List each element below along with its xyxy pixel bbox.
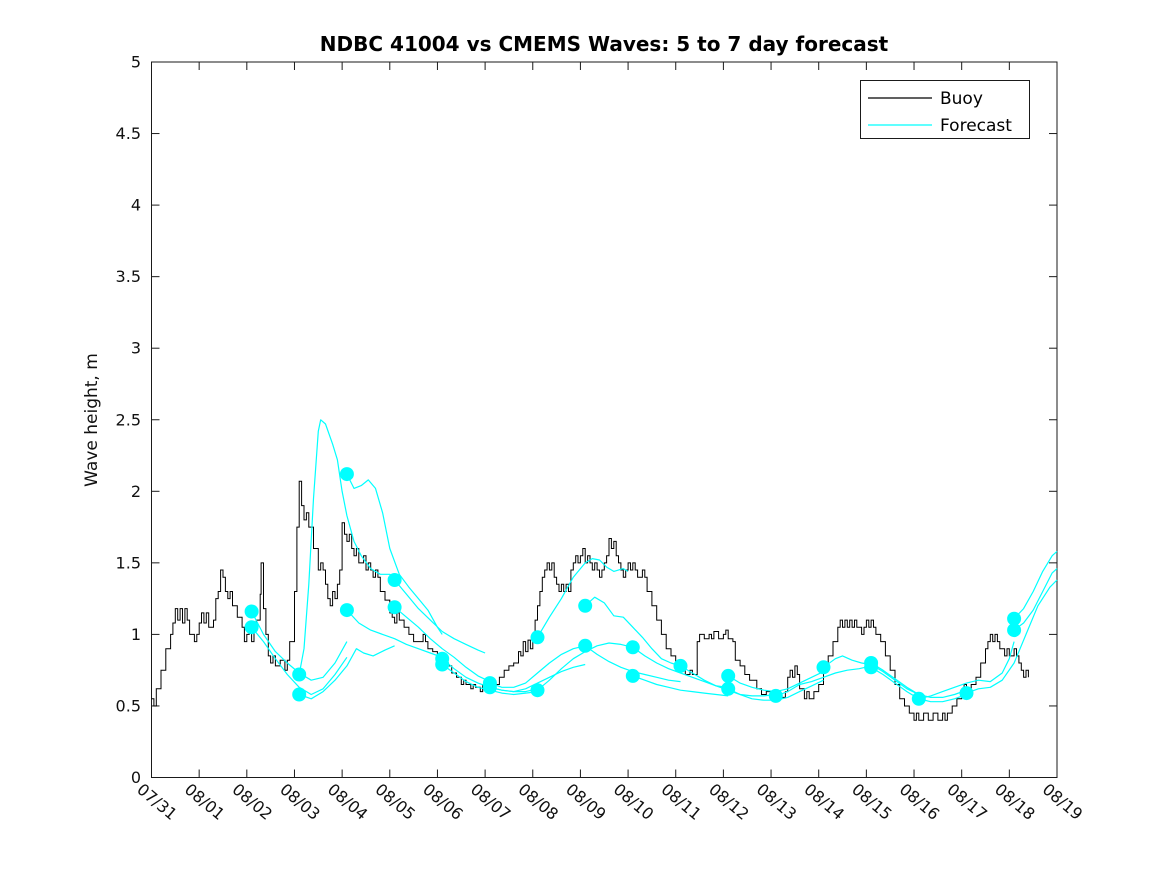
legend-forecast-label: Forecast xyxy=(940,116,1012,136)
x-tick-label: 08/09 xyxy=(562,780,610,824)
forecast-start-marker xyxy=(435,657,450,672)
x-tick-label: 08/08 xyxy=(515,780,563,824)
forecast-segment-line xyxy=(918,641,1015,700)
legend-box xyxy=(860,80,1030,139)
forecast-segment-line xyxy=(584,596,681,667)
forecast-segment-line xyxy=(775,665,872,697)
x-tick-label: 08/18 xyxy=(991,780,1039,824)
y-tick-label: 1 xyxy=(131,625,141,644)
forecast-start-marker xyxy=(482,680,497,695)
forecast-segment-line xyxy=(1013,568,1058,631)
y-tick-label: 1.5 xyxy=(116,553,141,572)
forecast-start-marker xyxy=(578,598,593,613)
forecast-start-marker xyxy=(244,620,259,635)
forecast-start-marker xyxy=(959,686,974,701)
forecast-segment-line xyxy=(489,663,586,693)
forecast-start-marker xyxy=(721,681,736,696)
y-tick-label: 2 xyxy=(131,482,141,501)
forecast-segment-line xyxy=(489,645,586,688)
axes: 07/31 08/01 08/02 08/03 08/04 08/05 08/06 08/07… xyxy=(116,53,1087,824)
forecast-segment-line xyxy=(298,419,396,675)
x-tick-label: 08/14 xyxy=(800,780,848,824)
forecast-segment-line xyxy=(394,606,491,683)
forecast-start-marker xyxy=(530,630,545,645)
forecast-start-marker xyxy=(864,660,879,675)
forecast-start-marker xyxy=(816,660,831,675)
x-tick-label: 08/06 xyxy=(419,780,467,824)
y-tick-label: 4.5 xyxy=(116,124,141,143)
forecast-segment-line xyxy=(298,645,395,700)
forecast-start-marker xyxy=(625,640,640,655)
x-tick-label: 08/02 xyxy=(229,780,277,824)
x-tick-label: 08/04 xyxy=(324,780,372,824)
x-tick-label: 08/13 xyxy=(753,780,801,824)
forecast-start-marker xyxy=(292,667,307,682)
forecast-start-marker xyxy=(244,604,259,619)
forecast-start-marker xyxy=(911,691,926,706)
x-tick-label: 08/01 xyxy=(181,780,229,824)
chart-title: NDBC 41004 vs CMEMS Waves: 5 to 7 day fo… xyxy=(320,32,889,56)
x-tick-label: 08/03 xyxy=(276,780,324,824)
y-tick-label: 2.5 xyxy=(116,410,141,429)
y-tick-label: 3.5 xyxy=(116,267,141,286)
y-tick-label: 5 xyxy=(131,53,141,72)
forecast-start-marker xyxy=(721,668,736,683)
x-tick-label: 08/15 xyxy=(848,780,896,824)
series xyxy=(151,419,1058,721)
buoy-series-line xyxy=(151,480,1029,721)
forecast-segment-line xyxy=(394,579,486,654)
forecast-start-marker xyxy=(339,467,354,482)
forecast-start-marker xyxy=(530,683,545,698)
x-tick-label: 08/16 xyxy=(896,780,944,824)
x-tick-label: 08/17 xyxy=(943,780,991,824)
forecast-start-marker xyxy=(292,687,307,702)
forecast-start-marker xyxy=(339,603,354,618)
forecast-start-marker xyxy=(768,688,783,703)
forecast-segment-line xyxy=(632,675,729,697)
forecast-start-marker xyxy=(1007,611,1022,626)
forecast-start-marker xyxy=(1007,623,1022,638)
forecast-start-marker xyxy=(387,573,402,587)
forecast-segment-line xyxy=(346,473,443,635)
x-tick-label: 08/12 xyxy=(705,780,753,824)
forecast-segment-line xyxy=(1013,550,1058,620)
legend-buoy-label: Buoy xyxy=(940,89,983,109)
forecast-start-marker xyxy=(673,658,688,673)
forecast-segment-line xyxy=(251,626,348,696)
forecast-segment-line xyxy=(346,609,443,658)
forecast-start-marker xyxy=(625,668,640,683)
forecast-start-marker xyxy=(387,600,402,615)
forecast-segment-line xyxy=(536,558,629,638)
legend: Buoy Forecast xyxy=(860,80,1030,139)
x-tick-label: 08/11 xyxy=(658,780,706,824)
x-tick-label: 08/07 xyxy=(467,780,515,824)
y-tick-label: 3 xyxy=(131,339,141,358)
forecast-segment-line xyxy=(966,579,1058,694)
y-tick-label: 0 xyxy=(131,768,141,787)
forecast-start-marker xyxy=(578,638,593,653)
y-axis-label: Wave height, m xyxy=(82,353,102,487)
y-tick-label: 0.5 xyxy=(116,696,141,715)
x-tick-label: 08/05 xyxy=(372,780,420,824)
x-tick-label: 08/19 xyxy=(1039,780,1087,824)
y-tick-label: 4 xyxy=(131,196,141,215)
x-tick-label: 08/10 xyxy=(610,780,658,824)
